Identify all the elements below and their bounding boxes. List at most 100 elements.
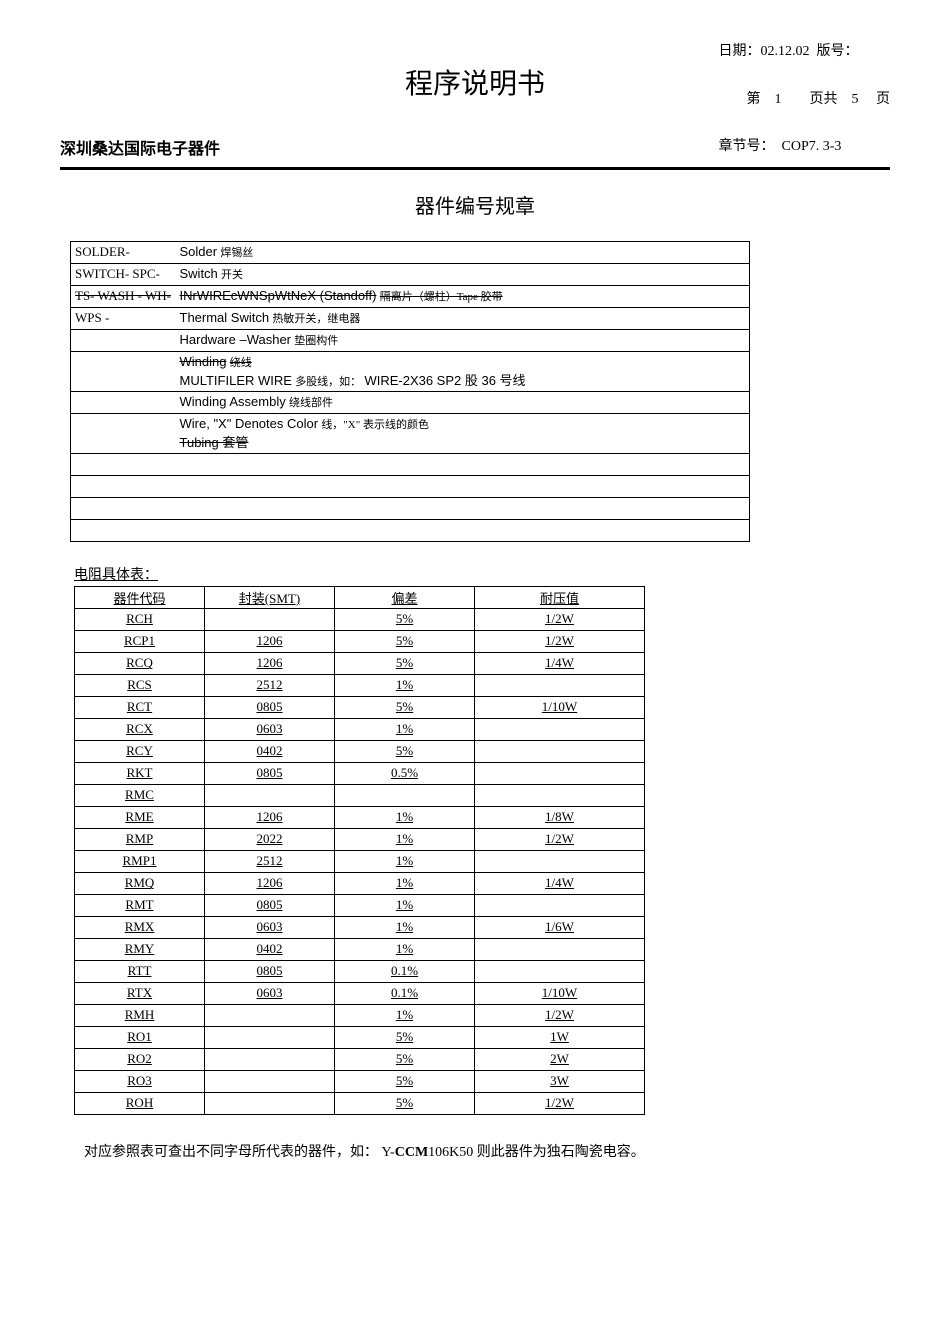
cell (475, 718, 645, 740)
cell: 0603 (205, 916, 335, 938)
cell (205, 1026, 335, 1048)
cell: 1% (335, 828, 475, 850)
section-number: 章节号： COP7. 3-3 (719, 135, 891, 159)
page-line: 第 1 页共 5 页 (719, 64, 891, 135)
cell: 0603 (205, 982, 335, 1004)
cell: RMP (75, 828, 205, 850)
page-num: 1 (775, 92, 782, 107)
col-header-code: 器件代码 (75, 586, 205, 608)
header-row: 深圳桑达国际电子器件 日期：02.12.02 版号： 第 1 页共 5 页 章节… (60, 40, 890, 167)
footnote-prefix: 对应参照表可查出不同字母所代表的器件，如： Y- (84, 1145, 395, 1160)
cell: 5% (335, 1092, 475, 1114)
table-row: RCT08055%1/10W (75, 696, 645, 718)
cell: 0603 (205, 718, 335, 740)
table-row: TS- WASH - WH-INrWIREcWNSpWtNeX (Standof… (71, 285, 750, 307)
cell: 0805 (205, 762, 335, 784)
cell: RTX (75, 982, 205, 1004)
cell (205, 1092, 335, 1114)
table-row: ROH 5%1/2W (75, 1092, 645, 1114)
cell: ROH (75, 1092, 205, 1114)
desc-cell: Solder 焊锡丝 (176, 241, 750, 263)
cell: 1/2W (475, 1004, 645, 1026)
cell: 1% (335, 938, 475, 960)
code-cell (71, 475, 176, 497)
table-row: RCX06031% (75, 718, 645, 740)
page-header: 深圳桑达国际电子器件 日期：02.12.02 版号： 第 1 页共 5 页 章节… (60, 40, 890, 170)
page-suffix: 页 (876, 92, 890, 107)
desc-cell: Winding Assembly 绕线部件 (176, 391, 750, 413)
cell: 1% (335, 850, 475, 872)
code-cell (71, 453, 176, 475)
cell: 1206 (205, 630, 335, 652)
table-row: RCY04025% (75, 740, 645, 762)
cell: 1/2W (475, 1092, 645, 1114)
cell: 1/2W (475, 630, 645, 652)
cell (205, 608, 335, 630)
table-row: Hardware –Washer 垫圈构件 (71, 329, 750, 351)
header-meta: 日期：02.12.02 版号： 第 1 页共 5 页 章节号： COP7. 3-… (719, 40, 891, 159)
cell: 1% (335, 894, 475, 916)
table-header-row: 器件代码 封装(SMT) 偏差 耐压值 (75, 586, 645, 608)
cell (205, 1048, 335, 1070)
company-name: 深圳桑达国际电子器件 (60, 135, 220, 159)
cell: 1/10W (475, 982, 645, 1004)
doc-title: 程序说明书 (405, 62, 545, 102)
table-row (71, 497, 750, 519)
table-row: RCS25121% (75, 674, 645, 696)
cell: 2512 (205, 850, 335, 872)
cell: 1/2W (475, 828, 645, 850)
cell: 1/4W (475, 652, 645, 674)
table-row (71, 453, 750, 475)
code-cell (71, 391, 176, 413)
cell: 0.5% (335, 762, 475, 784)
cell: RO1 (75, 1026, 205, 1048)
cell: RCH (75, 608, 205, 630)
cell: 5% (335, 608, 475, 630)
codes-table: SOLDER-Solder 焊锡丝SWITCH- SPC-Switch 开关TS… (70, 241, 750, 542)
table-row: RKT08050.5% (75, 762, 645, 784)
cell: RCY (75, 740, 205, 762)
cell (475, 762, 645, 784)
table-row: RMX06031%1/6W (75, 916, 645, 938)
table-row (71, 519, 750, 541)
table-row: RMC (75, 784, 645, 806)
code-cell: SWITCH- SPC- (71, 263, 176, 285)
cell: 0805 (205, 960, 335, 982)
table-row: RMY04021% (75, 938, 645, 960)
cell: 1% (335, 916, 475, 938)
cell: 2W (475, 1048, 645, 1070)
desc-cell: INrWIREcWNSpWtNeX (Standoff) 隔离片（螺柱）Tape… (176, 285, 750, 307)
cell: 1% (335, 872, 475, 894)
cell: 1/6W (475, 916, 645, 938)
table-row: RMP20221%1/2W (75, 828, 645, 850)
table-row: RO35%3W (75, 1070, 645, 1092)
cell: 2512 (205, 674, 335, 696)
desc-cell: Switch 开关 (176, 263, 750, 285)
cell: 1% (335, 674, 475, 696)
cell: 5% (335, 1048, 475, 1070)
table-row: RMT08051% (75, 894, 645, 916)
cell: 1/4W (475, 872, 645, 894)
cell (475, 960, 645, 982)
cell: RCP1 (75, 630, 205, 652)
cell (475, 784, 645, 806)
cell: 1/8W (475, 806, 645, 828)
desc-cell (176, 453, 750, 475)
resistor-section-title: 电阻具体表： (74, 564, 890, 584)
cell: RCT (75, 696, 205, 718)
resistor-table: 器件代码 封装(SMT) 偏差 耐压值 RCH5%1/2WRCP112065%1… (74, 586, 645, 1115)
date-line: 日期：02.12.02 版号： (719, 40, 891, 64)
table-row: WPS -Thermal Switch 热敏开关，继电器 (71, 307, 750, 329)
desc-cell: Wire, "X" Denotes Color 线，"X" 表示线的颜色Tubi… (176, 413, 750, 453)
cell: RMP1 (75, 850, 205, 872)
page-mid: 页共 (810, 92, 838, 107)
desc-cell (176, 497, 750, 519)
footnote: 对应参照表可查出不同字母所代表的器件，如： Y-CCM106K50 则此器件为独… (84, 1141, 890, 1161)
desc-cell: Hardware –Washer 垫圈构件 (176, 329, 750, 351)
cell: 5% (335, 652, 475, 674)
cell (475, 740, 645, 762)
header-divider (60, 167, 890, 170)
cell: 2022 (205, 828, 335, 850)
cell: 5% (335, 740, 475, 762)
table-row: RMH1%1/2W (75, 1004, 645, 1026)
